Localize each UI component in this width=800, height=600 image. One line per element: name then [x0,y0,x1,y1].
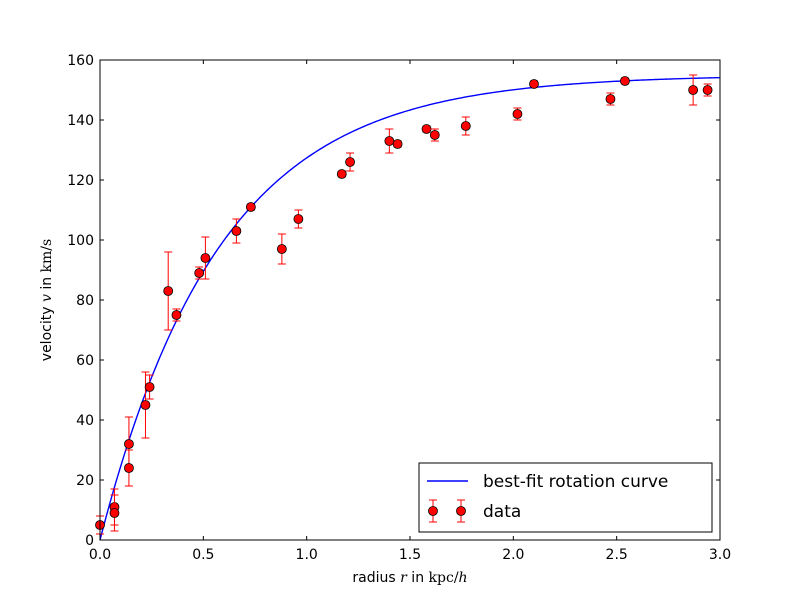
data-marker [109,508,120,518]
x-axis-label-var: r [400,570,408,586]
data-point-27 [702,83,713,97]
data-marker [163,286,174,296]
x-axis-label-unit-var: h [459,570,468,586]
data-point-25 [620,76,630,86]
data-marker [529,79,539,89]
data-point-24 [605,92,616,106]
data-point-4 [124,449,134,487]
data-point-11 [231,218,242,244]
data-point-2 [109,494,120,532]
data-point-20 [429,128,440,142]
x-tick-label: 2.0 [502,547,524,563]
data-marker [512,109,523,119]
data-marker [620,76,630,86]
x-axis-label: radius r in kpc/h [352,570,467,586]
data-marker [171,310,182,320]
y-tick-label: 40 [76,413,94,429]
y-axis-label-unit: km/s [39,239,55,273]
data-marker [392,139,403,149]
data-marker [460,121,471,131]
plot-area [100,60,720,540]
data-point-10 [200,236,211,280]
data-marker [421,124,432,134]
y-axis-label: velocity v in km/s [39,239,55,361]
x-tick-label: 3.0 [709,547,731,563]
data-point-3 [124,416,134,472]
x-tick-label: 0.5 [192,547,214,563]
data-point-22 [512,107,523,121]
data-point-18 [392,139,403,149]
data-marker [140,400,151,410]
data-point-16 [345,152,355,172]
data-marker [124,463,134,473]
x-tick-label: 1.5 [399,547,421,563]
data-point-13 [276,233,287,265]
y-tick-label: 80 [76,293,94,309]
data-marker [200,253,211,263]
data-point-14 [293,209,304,229]
x-axis-label-unit: kpc/ [429,570,459,586]
data-points-layer [95,74,713,535]
data-point-8 [171,308,182,322]
data-point-21 [460,116,471,136]
x-tick-label: 0.0 [89,547,111,563]
data-marker [688,85,699,95]
data-point-23 [529,79,539,89]
data-marker [276,244,287,254]
data-marker [336,169,347,179]
tick-labels-layer: 0.0 0.5 1.0 1.5 2.0 2.5 3.0 0 20 40 60 80 100 120 140 1… [67,53,731,563]
legend: best-fit rotation curve data [418,462,713,533]
data-marker [429,130,440,140]
x-axis-label-prefix: radius [352,570,400,586]
data-marker [605,94,616,104]
data-point-19 [421,124,432,134]
y-tick-label: 100 [67,233,94,249]
y-tick-label: 60 [76,353,94,369]
data-point-17 [384,128,395,154]
y-tick-label: 120 [67,173,94,189]
x-axis-label-middle: in [407,570,429,586]
data-point-15 [336,169,347,179]
x-tick-label: 1.0 [296,547,318,563]
data-marker [231,226,242,236]
y-axis-label-var: v [39,294,55,302]
data-point-7 [163,251,174,331]
legend-data-swatch [428,499,466,523]
data-point-9 [194,266,205,280]
y-axis-label-prefix: velocity [39,302,55,361]
y-tick-label: 160 [67,53,94,69]
x-tick-label: 2.5 [606,547,628,563]
y-axis-label-middle: in [39,272,55,294]
data-marker [194,268,205,278]
y-tick-label: 0 [85,533,94,549]
legend-box [418,462,713,533]
data-point-12 [245,202,256,212]
data-marker [124,439,134,449]
data-marker [702,85,713,95]
y-tick-label: 20 [76,473,94,489]
data-point-5 [140,371,151,439]
ticks-layer [99,59,721,541]
data-marker [345,157,355,167]
data-point-6 [144,374,155,400]
data-marker [384,136,395,146]
data-point-26 [688,74,699,106]
y-tick-label: 140 [67,113,94,129]
legend-curve-label: best-fit rotation curve [483,472,668,492]
legend-data-label: data [483,502,521,522]
data-marker [144,382,155,392]
data-marker [245,202,256,212]
data-marker [293,214,304,224]
